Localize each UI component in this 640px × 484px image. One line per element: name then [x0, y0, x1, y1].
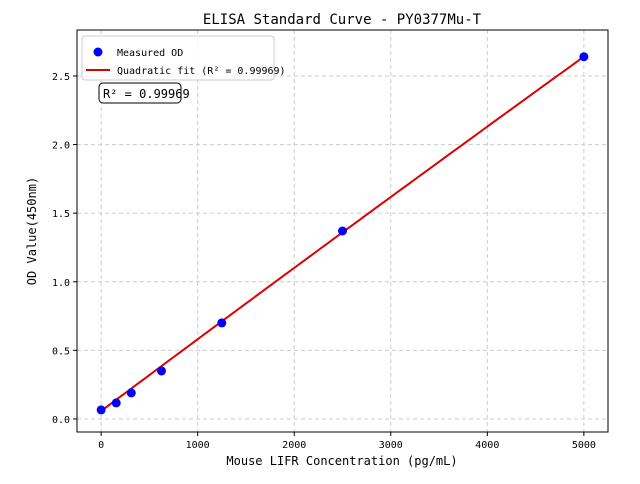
x-tick-label: 3000 — [379, 440, 403, 451]
y-tick-label: 1.0 — [52, 278, 70, 289]
data-point — [217, 318, 227, 328]
data-point — [579, 52, 589, 62]
x-tick-label: 0 — [98, 440, 104, 451]
x-tick-label: 2000 — [282, 440, 306, 451]
y-tick-label: 0.5 — [52, 346, 70, 357]
y-tick-label: 2.5 — [52, 72, 70, 83]
r2-annotation: R² = 0.99969 — [98, 82, 190, 104]
legend: Measured OD Quadratic fit (R² = 0.99969) — [81, 35, 286, 81]
y-tick-label: 0.0 — [52, 415, 70, 426]
legend-label-fit: Quadratic fit (R² = 0.99969) — [117, 66, 286, 77]
data-point — [111, 398, 121, 408]
legend-marker-measured — [93, 47, 103, 57]
y-tick-label: 2.0 — [52, 141, 70, 152]
x-tick-label: 1000 — [186, 440, 210, 451]
grid — [77, 30, 608, 432]
points-group — [96, 52, 589, 415]
ticks: 0 1000 2000 3000 4000 5000 0.0 0.5 1.0 1.5 2.0 2.5 — [52, 72, 596, 451]
x-tick-label: 4000 — [475, 440, 499, 451]
r2-text: R² = 0.99969 — [103, 87, 190, 101]
chart-title: ELISA Standard Curve - PY0377Mu-T — [203, 12, 482, 28]
legend-label-measured: Measured OD — [117, 48, 183, 59]
x-axis-label: Mouse LIFR Concentration (pg/mL) — [226, 454, 457, 468]
y-axis-label: OD Value(450nm) — [25, 177, 39, 285]
plot-frame — [76, 29, 609, 433]
x-tick-label: 5000 — [572, 440, 596, 451]
data-point — [338, 226, 347, 236]
y-tick-label: 1.5 — [52, 209, 70, 220]
data-point — [96, 405, 106, 415]
data-point — [156, 366, 166, 376]
data-point — [126, 388, 136, 398]
